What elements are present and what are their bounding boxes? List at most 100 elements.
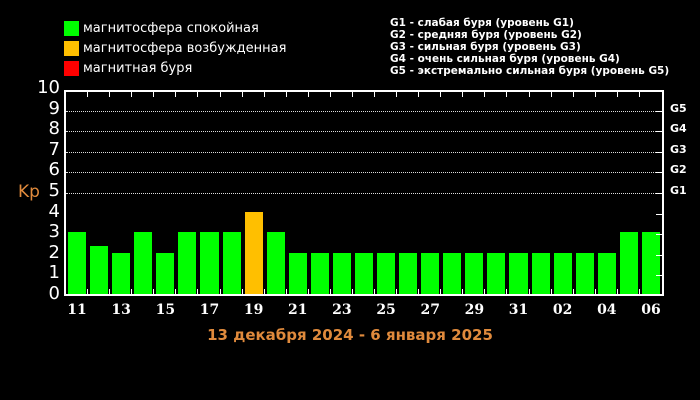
kp-bar: [531, 252, 550, 294]
g-level-tick-label: G1: [670, 184, 687, 197]
kp-bar: [112, 252, 131, 294]
x-tick-mark: [307, 289, 309, 294]
y-tick-mark: [656, 193, 662, 194]
x-tick-mark: [109, 289, 111, 294]
grid-line: [66, 131, 662, 133]
y-tick-label: 7: [48, 138, 60, 160]
kp-bar: [597, 252, 616, 294]
x-tick-mark: [396, 92, 398, 97]
y-tick-label: 8: [48, 118, 60, 140]
x-tick-mark: [506, 289, 508, 294]
x-tick-mark: [440, 289, 442, 294]
y-tick-mark: [656, 110, 662, 112]
x-tick-label: 21: [288, 302, 308, 318]
x-tick-mark: [241, 92, 243, 97]
x-tick-mark: [329, 92, 331, 97]
x-tick-mark: [440, 92, 442, 97]
y-tick-mark: [656, 131, 662, 133]
x-tick-label: 15: [155, 302, 176, 318]
x-tick-mark: [396, 289, 398, 294]
x-tick-mark: [484, 92, 486, 97]
kp-bar: [421, 252, 440, 294]
g-level-tick-label: G4: [670, 122, 687, 136]
legend-label: магнитосфера спокойная: [83, 20, 259, 36]
kp-bar: [509, 252, 528, 294]
grid-line: [66, 193, 662, 194]
x-tick-mark: [307, 92, 309, 97]
x-tick-label: 06: [641, 302, 661, 318]
kp-bar: [178, 232, 197, 294]
x-tick-mark: [484, 289, 486, 294]
x-tick-mark: [462, 289, 464, 294]
kp-bar: [288, 252, 307, 294]
g2-description: G2 - средняя буря (уровень G2): [390, 29, 582, 41]
y-tick-label: 6: [48, 159, 60, 181]
x-tick-mark: [175, 289, 177, 294]
kp-bar: [156, 252, 175, 294]
x-tick-mark: [153, 92, 155, 97]
g-level-legend: G1 - слабая буря (уровень G1) G2 - средн…: [390, 17, 669, 77]
x-tick-mark: [219, 92, 221, 97]
g5-description: G5 - экстремально сильная буря (уровень …: [390, 65, 670, 77]
x-tick-mark: [550, 92, 552, 97]
legend-item-storm: магнитная буря: [64, 58, 286, 78]
x-tick-label: 27: [420, 302, 440, 318]
kp-bar: [354, 252, 374, 294]
kp-bar: [465, 252, 484, 294]
y-tick-label: 4: [48, 200, 60, 222]
x-tick-mark: [153, 289, 155, 294]
y-tick-label: 5: [48, 180, 60, 201]
x-tick-mark: [241, 289, 243, 294]
g1-description: G1 - слабая буря (уровень G1): [390, 17, 574, 29]
x-tick-mark: [351, 92, 353, 97]
y-tick-label: 9: [48, 97, 60, 119]
legend-label: магнитосфера возбужденная: [83, 40, 287, 56]
x-tick-label: 29: [464, 302, 485, 318]
kp-bar: [487, 252, 506, 294]
kp-bar: [244, 211, 263, 294]
y-tick-label: 0: [48, 283, 60, 304]
kp-bar: [443, 252, 462, 294]
x-tick-mark: [638, 289, 640, 294]
x-tick-mark: [572, 289, 574, 294]
x-tick-mark: [87, 289, 89, 294]
kp-bar: [200, 232, 219, 294]
y-tick-mark: [656, 254, 662, 256]
x-tick-label: 11: [67, 302, 87, 318]
kp-bar: [68, 232, 87, 294]
g-level-tick-label: G5: [670, 101, 687, 115]
x-tick-label: 25: [376, 302, 396, 318]
red-swatch-icon: [64, 60, 79, 76]
legend-item-excited: магнитосфера возбужденная: [64, 38, 286, 58]
x-tick-mark: [506, 92, 508, 97]
grid-line: [66, 151, 662, 153]
y-axis-label: Kp: [18, 182, 40, 202]
x-tick-mark: [638, 92, 640, 97]
y-tick-mark: [656, 213, 662, 215]
green-swatch-icon: [64, 20, 79, 36]
kp-bar: [399, 252, 418, 294]
legend-item-calm: магнитосфера спокойная: [64, 18, 286, 38]
grid-line: [66, 172, 662, 174]
g3-description: G3 - сильная буря (уровень G3): [390, 41, 581, 53]
x-tick-mark: [550, 289, 552, 294]
x-tick-label: 23: [332, 302, 352, 318]
kp-bar: [310, 252, 329, 294]
x-tick-mark: [131, 92, 133, 97]
g-level-tick-label: G3: [670, 142, 687, 156]
y-tick-label: 1: [48, 262, 60, 284]
x-tick-mark: [263, 289, 265, 294]
y-tick-mark: [656, 234, 662, 236]
x-tick-mark: [594, 289, 596, 294]
kp-bar: [553, 252, 572, 294]
kp-bar: [332, 252, 351, 294]
kp-bar: [222, 232, 241, 294]
x-tick-mark: [197, 92, 199, 97]
x-tick-mark: [572, 92, 574, 97]
x-tick-mark: [462, 92, 464, 97]
x-tick-mark: [616, 289, 618, 294]
x-tick-mark: [616, 92, 618, 97]
x-tick-mark: [197, 289, 199, 294]
plot-area: [64, 90, 664, 296]
x-tick-label: 17: [199, 302, 220, 318]
